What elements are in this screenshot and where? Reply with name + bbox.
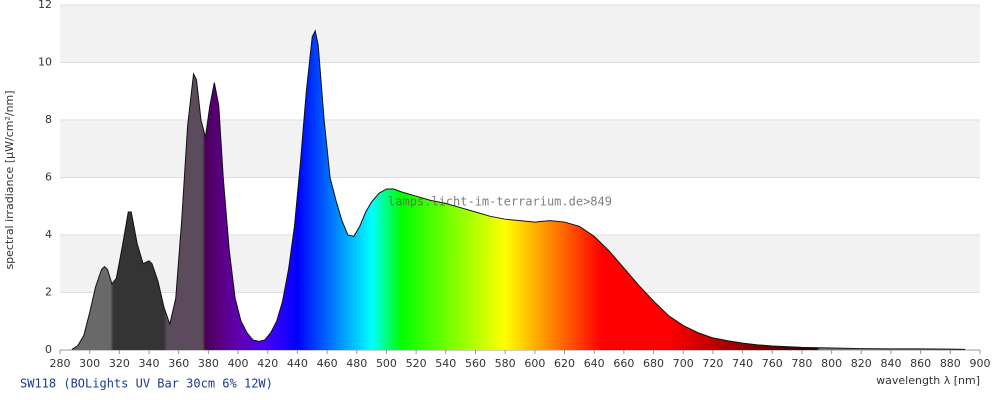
x-tick-label: 780 bbox=[791, 357, 812, 370]
x-tick-label: 880 bbox=[940, 357, 961, 370]
x-tick-label: 740 bbox=[732, 357, 753, 370]
x-tick-label: 700 bbox=[673, 357, 694, 370]
y-tick-label: 4 bbox=[45, 228, 52, 241]
x-tick-label: 500 bbox=[376, 357, 397, 370]
x-tick-label: 380 bbox=[198, 357, 219, 370]
x-tick-label: 580 bbox=[495, 357, 516, 370]
x-tick-label: 820 bbox=[851, 357, 872, 370]
spectrum-area bbox=[71, 30, 966, 350]
caption: SW118 (BOLights UV Bar 30cm 6% 12W) bbox=[20, 377, 273, 391]
y-tick-label: 6 bbox=[45, 171, 52, 184]
y-tick-label: 0 bbox=[45, 343, 52, 356]
x-tick-label: 680 bbox=[643, 357, 664, 370]
x-tick-label: 900 bbox=[970, 357, 991, 370]
x-tick-label: 640 bbox=[584, 357, 605, 370]
x-tick-label: 420 bbox=[257, 357, 278, 370]
y-tick-label: 12 bbox=[38, 0, 52, 11]
x-tick-label: 280 bbox=[50, 357, 71, 370]
x-tick-label: 660 bbox=[613, 357, 634, 370]
grid-band bbox=[60, 5, 980, 63]
y-tick-label: 10 bbox=[38, 56, 52, 69]
y-tick-label: 2 bbox=[45, 286, 52, 299]
x-tick-label: 320 bbox=[109, 357, 130, 370]
x-axis-label: wavelength λ [nm] bbox=[876, 374, 980, 387]
x-tick-label: 340 bbox=[139, 357, 160, 370]
x-tick-label: 440 bbox=[287, 357, 308, 370]
x-tick-label: 720 bbox=[702, 357, 723, 370]
x-tick-label: 620 bbox=[554, 357, 575, 370]
x-tick-label: 600 bbox=[524, 357, 545, 370]
x-tick-label: 760 bbox=[762, 357, 783, 370]
y-axis-label: spectral irradiance [µW/cm²/nm] bbox=[3, 90, 16, 269]
x-tick-label: 460 bbox=[317, 357, 338, 370]
watermark: lamps.licht-im-terrarium.de>849 bbox=[388, 195, 612, 209]
x-tick-label: 400 bbox=[228, 357, 249, 370]
x-tick-label: 480 bbox=[346, 357, 367, 370]
x-tick-label: 860 bbox=[910, 357, 931, 370]
x-tick-label: 560 bbox=[465, 357, 486, 370]
y-tick-label: 8 bbox=[45, 113, 52, 126]
x-tick-label: 800 bbox=[821, 357, 842, 370]
x-tick-label: 840 bbox=[880, 357, 901, 370]
x-tick-label: 360 bbox=[168, 357, 189, 370]
x-tick-label: 540 bbox=[435, 357, 456, 370]
x-tick-label: 300 bbox=[79, 357, 100, 370]
spectrum-line bbox=[71, 29, 966, 350]
x-tick-label: 520 bbox=[406, 357, 427, 370]
